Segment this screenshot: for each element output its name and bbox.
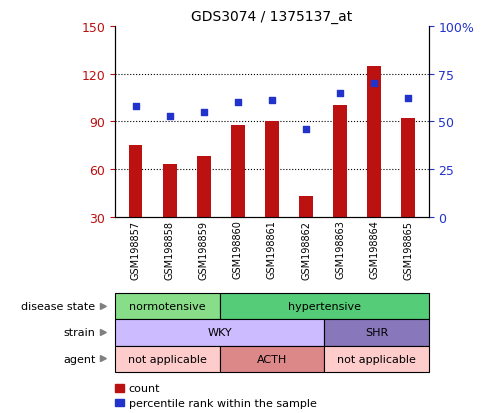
Bar — [333, 106, 347, 217]
Text: agent: agent — [63, 354, 96, 364]
Point — [336, 90, 344, 97]
Text: SHR: SHR — [365, 328, 388, 338]
Text: percentile rank within the sample: percentile rank within the sample — [129, 398, 317, 408]
Bar — [299, 197, 313, 217]
Bar — [129, 146, 143, 217]
Bar — [368, 66, 381, 217]
Point — [234, 100, 242, 106]
Bar — [197, 157, 211, 217]
Text: not applicable: not applicable — [337, 354, 416, 364]
Text: normotensive: normotensive — [129, 301, 206, 312]
Point — [370, 81, 378, 87]
Point — [404, 96, 412, 102]
Bar — [265, 122, 279, 217]
Bar — [231, 125, 245, 217]
Point — [166, 113, 173, 120]
Bar — [401, 119, 415, 217]
Text: strain: strain — [64, 328, 96, 338]
Text: hypertensive: hypertensive — [288, 301, 361, 312]
Text: ACTH: ACTH — [257, 354, 287, 364]
Point — [302, 126, 310, 133]
Point — [200, 109, 208, 116]
Text: not applicable: not applicable — [128, 354, 207, 364]
Text: disease state: disease state — [22, 301, 96, 312]
Text: WKY: WKY — [207, 328, 232, 338]
Text: count: count — [129, 383, 160, 393]
Bar — [163, 165, 176, 217]
Point — [268, 98, 276, 104]
Point — [132, 104, 140, 110]
Title: GDS3074 / 1375137_at: GDS3074 / 1375137_at — [191, 10, 353, 24]
